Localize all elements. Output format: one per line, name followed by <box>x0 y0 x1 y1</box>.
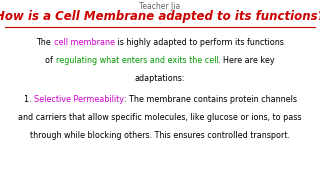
Text: and carriers that allow specific molecules, like glucose or ions, to pass: and carriers that allow specific molecul… <box>18 113 302 122</box>
Text: The: The <box>36 38 54 47</box>
Text: : The membrane contains protein channels: : The membrane contains protein channels <box>124 95 297 104</box>
Text: adaptations:: adaptations: <box>135 74 185 83</box>
Text: Teacher Jia: Teacher Jia <box>140 2 180 11</box>
Text: . Here are key: . Here are key <box>218 56 275 65</box>
Text: How is a Cell Membrane adapted to its functions?: How is a Cell Membrane adapted to its fu… <box>0 10 320 23</box>
Text: regulating what enters and exits the cell: regulating what enters and exits the cel… <box>55 56 218 65</box>
Text: through while blocking others. This ensures controlled transport.: through while blocking others. This ensu… <box>30 131 290 140</box>
Text: cell membrane: cell membrane <box>54 38 115 47</box>
Text: of: of <box>45 56 55 65</box>
Text: is highly adapted to perform its functions: is highly adapted to perform its functio… <box>115 38 284 47</box>
Text: 1.: 1. <box>23 95 34 104</box>
Text: Selective Permeability: Selective Permeability <box>34 95 124 104</box>
